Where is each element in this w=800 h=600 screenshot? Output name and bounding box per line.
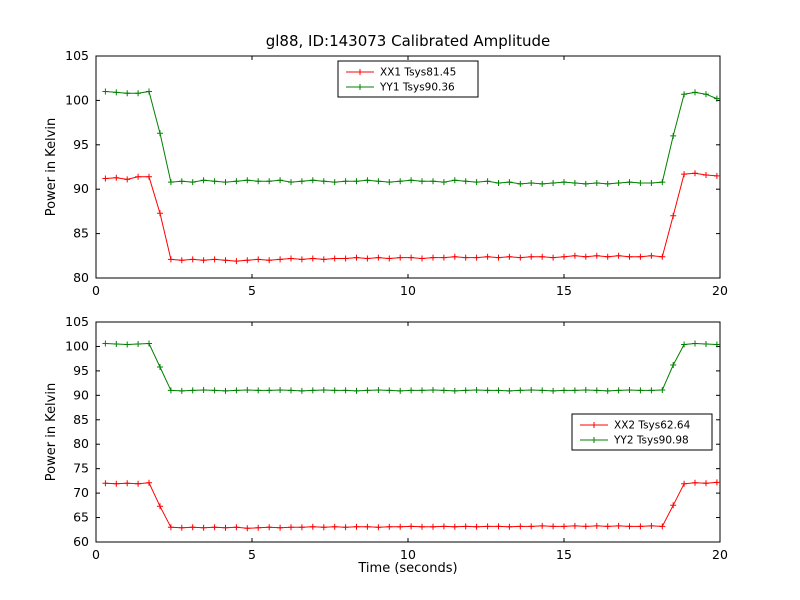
- series-line-xx1: [105, 172, 717, 262]
- legend: XX2 Tsys62.64 YY2 Tsys90.98: [571, 413, 713, 451]
- x-tick-label: 15: [556, 547, 572, 562]
- y-tick-label: 95: [73, 137, 89, 152]
- x-tick-label: 10: [400, 283, 416, 298]
- x-tick-label: 5: [248, 283, 256, 298]
- x-tick-label: 20: [712, 547, 728, 562]
- legend-label: XX1 Tsys81.45: [380, 67, 456, 79]
- subplot-2: 0 5 10 15 20 60 65 70 75 80 85 90 95 100 105 XX2 Tsys62…: [65, 314, 728, 562]
- legend-plus-marker-icon: [357, 69, 363, 75]
- x-tick-label: 5: [248, 547, 256, 562]
- series-line-yy1: [105, 90, 718, 185]
- x-tick-label: 10: [400, 547, 416, 562]
- y-tick-label: 105: [65, 48, 89, 63]
- y-tick-label: 65: [73, 510, 89, 525]
- legend: XX1 Tsys81.45 YY1 Tsys90.36: [337, 60, 479, 98]
- legend-label: YY2 Tsys90.98: [613, 435, 689, 447]
- y-tick-label: 90: [73, 387, 89, 402]
- legend-plus-marker-icon: [591, 437, 597, 443]
- y-tick-label: 90: [73, 181, 89, 196]
- legend-plus-marker-icon: [357, 84, 363, 90]
- series-line-yy2: [105, 342, 717, 392]
- x-tick-label: 15: [556, 283, 572, 298]
- y-tick-label: 100: [65, 338, 89, 353]
- series-markers-yy2: [102, 340, 720, 394]
- y-tick-label: 85: [73, 412, 89, 427]
- legend-label: YY1 Tsys90.36: [379, 82, 455, 94]
- y-tick-label: 70: [73, 485, 89, 500]
- y-tick-label: 80: [73, 270, 89, 285]
- series-markers-xx2: [102, 479, 720, 532]
- x-tick-label: 20: [712, 283, 728, 298]
- x-axis-label: Time (seconds): [357, 561, 457, 576]
- legend-plus-marker-icon: [591, 422, 597, 428]
- legend-label: XX2 Tsys62.64: [614, 420, 691, 432]
- y-tick-label: 80: [73, 436, 89, 451]
- y-axis-label-bottom: Power in Kelvin: [44, 383, 59, 481]
- series-markers-xx1: [102, 170, 720, 265]
- y-tick-label: 75: [73, 461, 89, 476]
- y-axis-label-top: Power in Kelvin: [44, 118, 59, 216]
- legend-box: [337, 60, 479, 98]
- series-markers-yy1: [102, 88, 720, 187]
- y-tick-label: 85: [73, 226, 89, 241]
- x-tick-label: 0: [92, 283, 100, 298]
- subplot-1: 0 5 10 15 20 80 85 90 95 100 105 XX1 Tsys81.45 YY1 T…: [65, 48, 728, 298]
- y-tick-label: 100: [65, 92, 89, 107]
- y-tick-label: 95: [73, 363, 89, 378]
- series-line-xx2: [105, 481, 717, 529]
- x-tick-label: 0: [92, 547, 100, 562]
- y-tick-label: 105: [65, 314, 89, 329]
- y-tick-label: 60: [73, 534, 89, 549]
- chart-title: gl88, ID:143073 Calibrated Amplitude: [266, 32, 551, 50]
- legend-box: [571, 413, 713, 451]
